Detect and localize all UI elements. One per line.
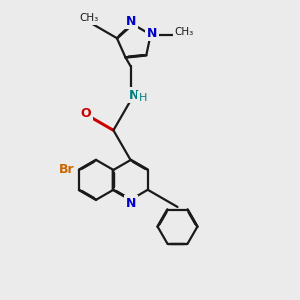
Text: Br: Br — [59, 164, 74, 176]
Text: O: O — [80, 107, 91, 120]
Text: N: N — [147, 27, 157, 40]
Text: H: H — [139, 93, 147, 103]
Text: CH₃: CH₃ — [79, 13, 98, 23]
Text: N: N — [126, 197, 136, 210]
Text: N: N — [129, 89, 140, 102]
Text: N: N — [126, 15, 136, 28]
Text: CH₃: CH₃ — [175, 27, 194, 37]
